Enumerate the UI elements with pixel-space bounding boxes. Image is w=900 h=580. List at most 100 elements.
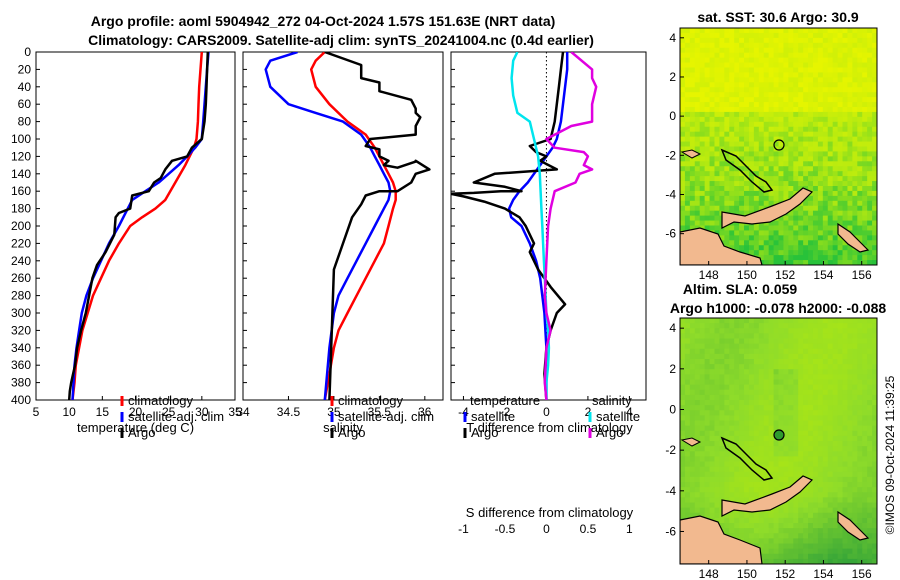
heatmap-cell <box>724 116 730 123</box>
heatmap-cell <box>832 171 839 177</box>
heatmap-cell <box>773 394 780 401</box>
heatmap-cell <box>758 62 765 69</box>
heatmap-cell <box>837 328 844 334</box>
heatmap-cell <box>832 181 839 187</box>
heatmap-cell <box>729 190 735 197</box>
heatmap-cell <box>808 225 814 232</box>
heatmap-cell <box>832 186 839 192</box>
heatmap-cell <box>758 57 765 64</box>
heatmap-cell <box>714 171 720 177</box>
heatmap-cell <box>684 333 691 340</box>
heatmap-cell <box>817 384 824 391</box>
heatmap-cell <box>827 121 834 128</box>
heatmap-cell <box>872 482 877 488</box>
heatmap-cell <box>719 116 725 123</box>
heatmap-cell <box>714 195 720 202</box>
heatmap-cell <box>798 116 804 123</box>
heatmap-cell <box>788 116 794 123</box>
heatmap-cell <box>758 482 765 488</box>
heatmap-cell <box>832 28 839 34</box>
heatmap-cell <box>842 171 849 177</box>
heatmap-cell <box>857 517 863 524</box>
heatmap-cell <box>803 171 809 177</box>
heatmap-cell <box>827 425 834 432</box>
sla-land-new-guinea <box>680 515 763 564</box>
heatmap-cell <box>812 430 819 437</box>
heatmap-cell <box>852 538 858 545</box>
heatmap-cell <box>748 425 755 432</box>
heatmap-cell <box>827 205 834 212</box>
heatmap-cell <box>798 240 804 246</box>
heatmap-cell <box>793 240 799 246</box>
heatmap-cell <box>753 240 760 246</box>
heatmap-cell <box>872 200 877 207</box>
heatmap-cell <box>719 230 725 236</box>
heatmap-cell <box>739 176 745 182</box>
heatmap-cell <box>847 92 853 98</box>
sla-argo-location-marker <box>773 429 785 441</box>
heatmap-cell <box>867 512 873 519</box>
heatmap-cell <box>699 476 706 483</box>
heatmap-cell <box>788 441 794 447</box>
heatmap-cell <box>763 235 770 241</box>
heatmap-cell <box>837 543 844 550</box>
heatmap-cell <box>803 136 809 143</box>
heatmap-cell <box>689 136 696 143</box>
heatmap-cell <box>719 456 725 463</box>
heatmap-cell <box>680 62 686 69</box>
heatmap-cell <box>729 451 735 457</box>
heatmap-cell <box>680 146 686 153</box>
heatmap-cell <box>734 466 740 473</box>
heatmap-cell <box>827 255 834 261</box>
heatmap-cell <box>837 476 844 483</box>
heatmap-cell <box>763 523 770 529</box>
heatmap-cell <box>778 405 785 411</box>
heatmap-cell <box>857 466 863 473</box>
heatmap-cell <box>847 435 853 442</box>
heatmap-cell <box>847 255 853 261</box>
heatmap-cell <box>842 384 849 391</box>
heatmap-cell <box>842 255 849 261</box>
heatmap-cell <box>847 461 853 468</box>
heatmap-cell <box>788 230 794 236</box>
heatmap-cell <box>689 166 696 172</box>
heatmap-cell <box>694 507 701 514</box>
heatmap-cell <box>798 260 804 265</box>
heatmap-cell <box>788 384 794 391</box>
heatmap-cell <box>704 166 711 172</box>
heatmap-cell <box>803 466 809 473</box>
heatmap-cell <box>689 456 696 463</box>
heatmap-cell <box>699 353 706 360</box>
heatmap-cell <box>822 430 829 437</box>
heatmap-cell <box>842 102 849 108</box>
heatmap-cell <box>862 558 868 564</box>
heatmap-cell <box>793 343 799 350</box>
heatmap-cell <box>680 384 686 391</box>
heatmap-cell <box>842 131 849 138</box>
heatmap-cell <box>748 161 755 167</box>
heatmap-cell <box>748 131 755 138</box>
heatmap-cell <box>768 348 775 355</box>
heatmap-cell <box>827 538 834 545</box>
sst-land-bougainville <box>837 222 870 253</box>
heatmap-cell <box>719 111 725 118</box>
heatmap-cell <box>753 425 760 432</box>
heatmap-cell <box>709 28 716 34</box>
map-y-tick-label: -6 <box>665 227 676 241</box>
heatmap-cell <box>763 446 770 452</box>
heatmap-cell <box>729 141 735 148</box>
heatmap-cell <box>798 353 804 360</box>
heatmap-cell <box>822 102 829 108</box>
heatmap-cell <box>729 97 735 103</box>
heatmap-cell <box>827 102 834 108</box>
heatmap-cell <box>788 190 794 197</box>
heatmap-cell <box>837 107 844 113</box>
heatmap-cell <box>852 62 858 69</box>
heatmap-cell <box>822 502 829 509</box>
heatmap-cell <box>837 359 844 365</box>
heatmap-cell <box>788 260 794 265</box>
heatmap-cell <box>773 255 780 261</box>
series-argo <box>67 52 210 400</box>
heatmap-cell <box>798 420 804 427</box>
heatmap-cell <box>719 425 725 432</box>
